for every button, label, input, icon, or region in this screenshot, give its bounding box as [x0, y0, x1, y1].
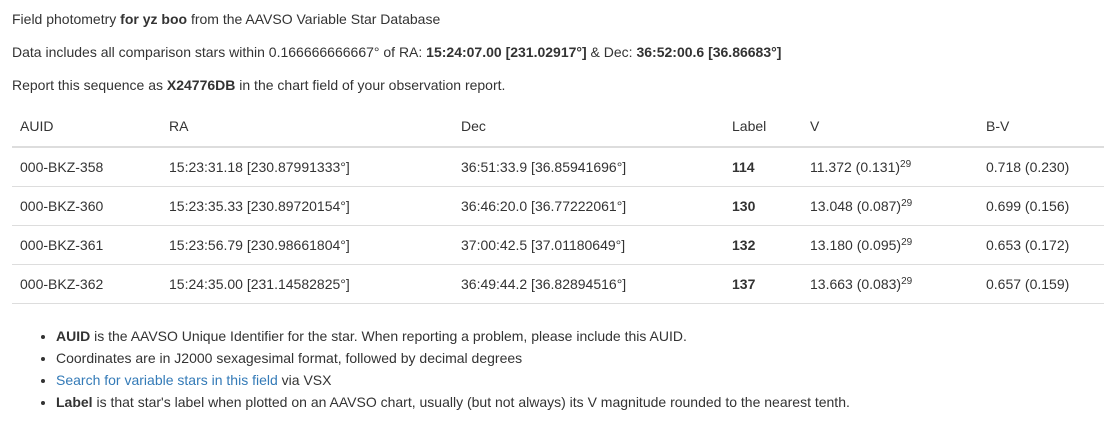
cell-v: 13.048 (0.087)29	[802, 186, 978, 226]
note-label-text: is that star's label when plotted on an …	[92, 394, 850, 410]
cell-label: 114	[724, 147, 802, 187]
table-row: 000-BKZ-360 15:23:35.33 [230.89720154°] …	[12, 186, 1104, 226]
cell-bv: 0.699 (0.156)	[978, 186, 1104, 226]
cell-label: 130	[724, 186, 802, 226]
cell-dec: 36:49:44.2 [36.82894516°]	[453, 264, 724, 304]
v-source: 29	[901, 276, 913, 287]
cell-dec: 37:00:42.5 [37.01180649°]	[453, 225, 724, 265]
search-radius-description: Data includes all comparison stars withi…	[12, 29, 1104, 62]
cell-bv: 0.653 (0.172)	[978, 225, 1104, 265]
cell-auid: 000-BKZ-362	[12, 264, 161, 304]
cell-bv: 0.718 (0.230)	[978, 147, 1104, 187]
title-prefix: Field photometry	[12, 11, 121, 27]
header-auid: AUID	[12, 106, 161, 148]
note-vsx: Search for variable stars in this field …	[56, 369, 1104, 391]
note-auid: AUID is the AAVSO Unique Identifier for …	[56, 325, 1104, 347]
note-auid-text: is the AAVSO Unique Identifier for the s…	[90, 328, 687, 344]
title-suffix: from the AAVSO Variable Star Database	[187, 11, 441, 27]
v-value: 13.048 (0.087)	[810, 198, 902, 214]
v-source: 29	[901, 237, 913, 248]
cell-v: 13.180 (0.095)29	[802, 225, 978, 265]
header-ra: RA	[161, 106, 453, 148]
table-row: 000-BKZ-361 15:23:56.79 [230.98661804°] …	[12, 225, 1104, 265]
cell-ra: 15:23:56.79 [230.98661804°]	[161, 225, 453, 265]
star-name: for yz boo	[120, 11, 188, 27]
v-source: 29	[901, 198, 913, 209]
table-header-row: AUID RA Dec Label V B-V	[12, 106, 1104, 148]
cell-auid: 000-BKZ-358	[12, 147, 161, 187]
radius-prefix: Data includes all comparison stars withi…	[12, 44, 427, 60]
cell-label: 132	[724, 225, 802, 265]
note-auid-term: AUID	[56, 328, 91, 344]
center-ra: 15:24:07.00 [231.02917°]	[426, 44, 587, 60]
field-photometry-title: Field photometry for yz boo from the AAV…	[12, 0, 1104, 29]
header-bv: B-V	[978, 106, 1104, 148]
cell-bv: 0.657 (0.159)	[978, 264, 1104, 304]
comparison-stars-table: AUID RA Dec Label V B-V 000-BKZ-358 15:2…	[12, 106, 1104, 304]
cell-auid: 000-BKZ-360	[12, 186, 161, 226]
cell-dec: 36:46:20.0 [36.77222061°]	[453, 186, 724, 226]
note-vsx-suffix: via VSX	[277, 372, 332, 388]
cell-ra: 15:23:31.18 [230.87991333°]	[161, 147, 453, 187]
cell-dec: 36:51:33.9 [36.85941696°]	[453, 147, 724, 187]
note-coordinates-text: Coordinates are in J2000 sexagesimal for…	[56, 350, 523, 366]
cell-label: 137	[724, 264, 802, 304]
cell-auid: 000-BKZ-361	[12, 225, 161, 265]
cell-v: 11.372 (0.131)29	[802, 147, 978, 187]
header-label: Label	[724, 106, 802, 148]
note-label: Label is that star's label when plotted …	[56, 391, 1104, 413]
sequence-code: X24776DB	[166, 77, 236, 93]
report-prefix: Report this sequence as	[12, 77, 167, 93]
note-label-term: Label	[56, 394, 93, 410]
v-value: 11.372 (0.131)	[810, 159, 901, 175]
v-value: 13.180 (0.095)	[810, 237, 902, 253]
table-row: 000-BKZ-362 15:24:35.00 [231.14582825°] …	[12, 264, 1104, 304]
header-v: V	[802, 106, 978, 148]
cell-v: 13.663 (0.083)29	[802, 264, 978, 304]
v-source: 29	[900, 159, 912, 170]
cell-ra: 15:23:35.33 [230.89720154°]	[161, 186, 453, 226]
page-content: Field photometry for yz boo from the AAV…	[0, 0, 1104, 413]
cell-ra: 15:24:35.00 [231.14582825°]	[161, 264, 453, 304]
table-row: 000-BKZ-358 15:23:31.18 [230.87991333°] …	[12, 147, 1104, 187]
note-coordinates: Coordinates are in J2000 sexagesimal for…	[56, 347, 1104, 369]
notes-list: AUID is the AAVSO Unique Identifier for …	[12, 325, 1104, 413]
center-dec: 36:52:00.6 [36.86683°]	[636, 44, 782, 60]
report-suffix: in the chart field of your observation r…	[235, 77, 506, 93]
radius-mid: & Dec:	[586, 44, 637, 60]
vsx-search-link[interactable]: Search for variable stars in this field	[56, 372, 278, 388]
sequence-report-instruction: Report this sequence as X24776DB in the …	[12, 62, 1104, 95]
header-dec: Dec	[453, 106, 724, 148]
v-value: 13.663 (0.083)	[810, 276, 902, 292]
